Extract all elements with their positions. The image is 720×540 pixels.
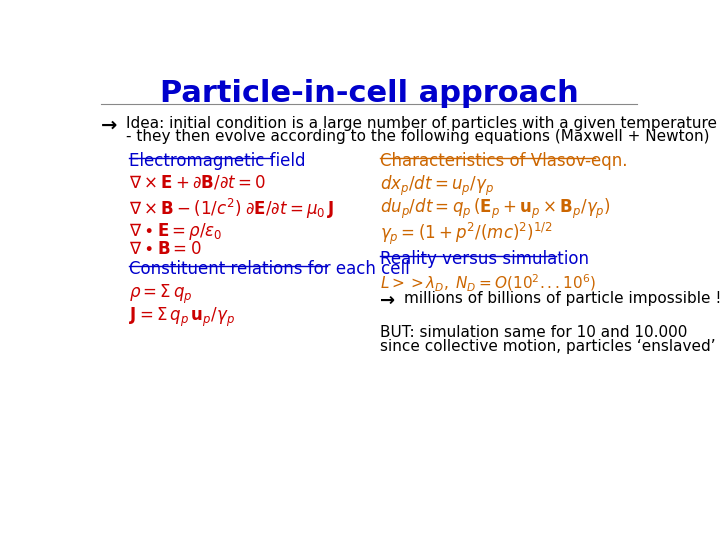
Text: since collective motion, particles ‘enslaved’: since collective motion, particles ‘ensl… [380, 339, 716, 354]
Text: $\nabla\bullet\mathbf{B} = 0$: $\nabla\bullet\mathbf{B} = 0$ [129, 240, 202, 258]
Text: - they then evolve according to the following equations (Maxwell + Newton): - they then evolve according to the foll… [126, 129, 710, 144]
Text: $L >> \lambda_{D},\; N_D = O(10^2...10^6)$: $L >> \lambda_{D},\; N_D = O(10^2...10^6… [380, 273, 596, 294]
Text: $\gamma_p = (1 + p^2/(mc)^2)^{1/2}$: $\gamma_p = (1 + p^2/(mc)^2)^{1/2}$ [380, 221, 553, 247]
Text: →: → [101, 116, 117, 134]
Text: BUT: simulation same for 10 and 10.000: BUT: simulation same for 10 and 10.000 [380, 325, 688, 340]
Text: $\nabla\times \mathbf{B} - (1/c^2)\; \partial\mathbf{E}/\partial t = \mu_0\, \ma: $\nabla\times \mathbf{B} - (1/c^2)\; \pa… [129, 197, 334, 221]
Text: $du_p/dt = q_p\,(\mathbf{E}_p + \mathbf{u}_p\times \mathbf{B}_p/\gamma_p)$: $du_p/dt = q_p\,(\mathbf{E}_p + \mathbf{… [380, 197, 611, 221]
Text: Reality versus simulation: Reality versus simulation [380, 250, 589, 268]
Text: Constituent relations for each cell: Constituent relations for each cell [129, 260, 410, 278]
Text: $\rho = \Sigma\, q_p$: $\rho = \Sigma\, q_p$ [129, 283, 193, 306]
Text: Characteristics of Vlasov-eqn.: Characteristics of Vlasov-eqn. [380, 152, 628, 170]
Text: $dx_p/dt = u_p/\gamma_p$: $dx_p/dt = u_p/\gamma_p$ [380, 174, 494, 198]
Text: $\nabla\times \mathbf{E} + \partial\mathbf{B}/\partial t = 0$: $\nabla\times \mathbf{E} + \partial\math… [129, 174, 266, 192]
Text: Idea: initial condition is a large number of particles with a given temperature : Idea: initial condition is a large numbe… [126, 116, 720, 131]
Text: millions of billions of particle impossible !: millions of billions of particle impossi… [404, 292, 720, 306]
Text: →: → [380, 292, 395, 309]
Text: $\nabla\bullet\mathbf{E} = \rho/\varepsilon_0$: $\nabla\bullet\mathbf{E} = \rho/\varepsi… [129, 221, 222, 242]
Text: Particle-in-cell approach: Particle-in-cell approach [160, 79, 578, 109]
Text: Electromagnetic field: Electromagnetic field [129, 152, 305, 170]
Text: $\mathbf{J} = \Sigma\, q_p\, \mathbf{u}_p/\gamma_p$: $\mathbf{J} = \Sigma\, q_p\, \mathbf{u}_… [129, 306, 235, 329]
